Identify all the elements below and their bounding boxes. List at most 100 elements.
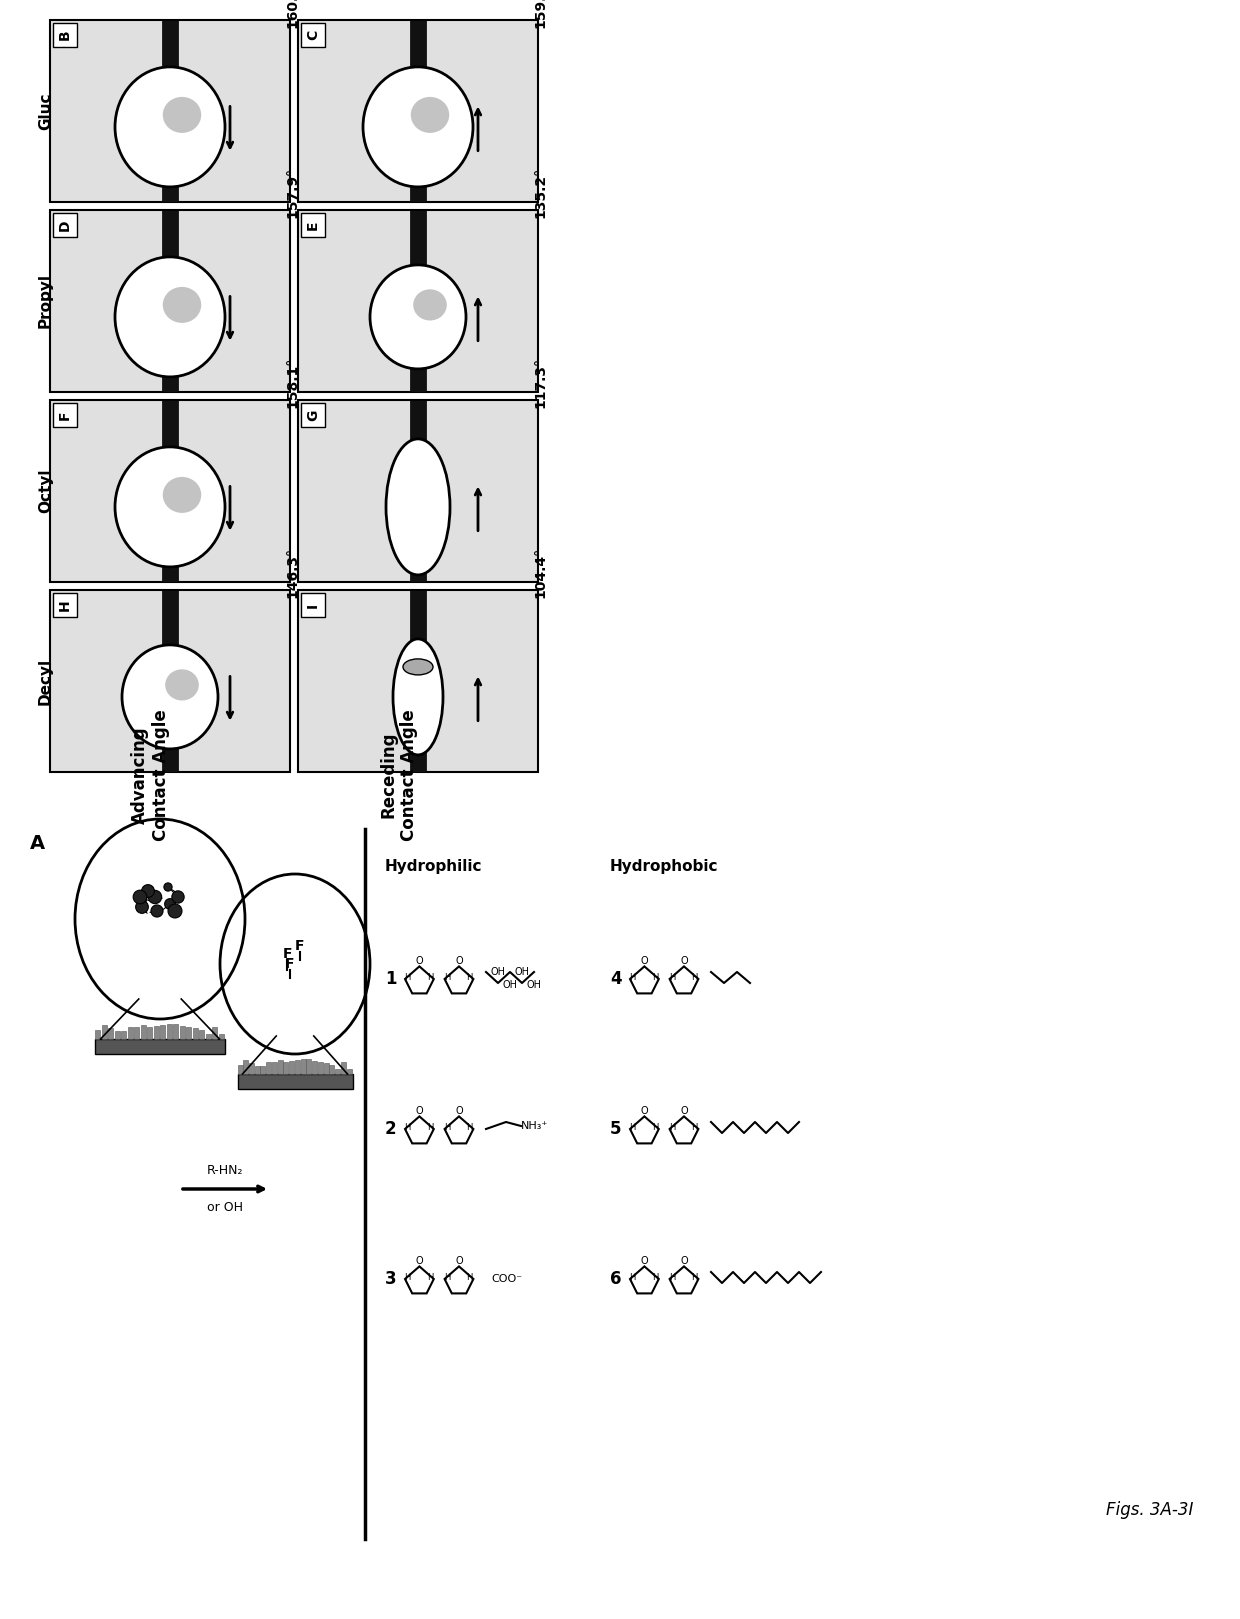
Text: 117.3°: 117.3° <box>533 358 547 408</box>
Bar <box>330 1065 335 1073</box>
Text: H: H <box>58 599 72 610</box>
Text: H: H <box>444 973 450 981</box>
Text: O: O <box>415 1255 423 1266</box>
Circle shape <box>135 900 149 913</box>
Text: H: H <box>466 1273 472 1282</box>
Bar <box>174 1023 179 1039</box>
Text: Hydrophobic: Hydrophobic <box>610 860 718 874</box>
Text: Receding
Contact Angle: Receding Contact Angle <box>379 709 418 840</box>
Text: H: H <box>466 973 472 981</box>
Polygon shape <box>410 19 427 202</box>
Circle shape <box>133 890 146 903</box>
Text: Hydrophilic: Hydrophilic <box>384 860 482 874</box>
Bar <box>278 1060 283 1073</box>
Polygon shape <box>53 214 77 236</box>
Polygon shape <box>410 400 427 581</box>
Text: O: O <box>641 1106 649 1115</box>
Polygon shape <box>301 23 325 47</box>
Bar <box>95 1030 100 1039</box>
Text: B: B <box>58 29 72 40</box>
Text: H: H <box>692 1122 698 1132</box>
Bar <box>260 1065 265 1073</box>
Ellipse shape <box>115 447 224 567</box>
Bar <box>128 1026 133 1039</box>
Ellipse shape <box>115 66 224 186</box>
Text: 4: 4 <box>610 970 621 988</box>
Bar <box>306 1059 311 1073</box>
Text: NH₃⁺: NH₃⁺ <box>521 1120 548 1132</box>
Bar <box>212 1026 217 1039</box>
Polygon shape <box>298 210 538 392</box>
Text: OH: OH <box>502 979 517 989</box>
Text: G: G <box>306 410 320 421</box>
Text: O: O <box>681 1255 688 1266</box>
Ellipse shape <box>162 478 201 513</box>
Ellipse shape <box>370 266 466 369</box>
Text: H: H <box>444 1273 450 1282</box>
Polygon shape <box>410 210 427 392</box>
Bar <box>267 1062 272 1073</box>
Bar <box>335 1069 340 1073</box>
Bar <box>148 1026 153 1039</box>
Polygon shape <box>410 589 427 772</box>
Text: 104.4°: 104.4° <box>533 547 547 597</box>
Bar <box>289 1060 294 1073</box>
Text: OH: OH <box>527 979 542 989</box>
Polygon shape <box>301 403 325 427</box>
Ellipse shape <box>162 287 201 322</box>
Bar <box>346 1069 351 1073</box>
Bar <box>154 1026 159 1039</box>
Text: A: A <box>30 834 45 853</box>
Polygon shape <box>162 589 179 772</box>
Bar <box>243 1060 248 1073</box>
Polygon shape <box>298 19 538 202</box>
Bar <box>295 1060 300 1073</box>
Text: 1: 1 <box>384 970 397 988</box>
Polygon shape <box>50 400 290 581</box>
Text: 158.1°: 158.1° <box>285 356 299 408</box>
Bar <box>238 1065 243 1073</box>
Text: 135.2°: 135.2° <box>533 167 547 219</box>
Text: Figs. 3A-3I: Figs. 3A-3I <box>1106 1501 1194 1519</box>
Text: H: H <box>630 1273 636 1282</box>
Circle shape <box>149 890 161 903</box>
Text: 159.5°: 159.5° <box>533 0 547 28</box>
Polygon shape <box>53 23 77 47</box>
Text: OH: OH <box>515 967 529 976</box>
Text: H: H <box>670 1273 676 1282</box>
Text: Decyl: Decyl <box>38 657 53 704</box>
Polygon shape <box>162 19 179 202</box>
Ellipse shape <box>393 640 443 754</box>
Text: Octyl: Octyl <box>38 470 53 513</box>
Polygon shape <box>50 210 290 392</box>
Text: H: H <box>652 973 658 981</box>
Text: O: O <box>681 955 688 965</box>
Text: H: H <box>404 1273 410 1282</box>
Text: Propyl: Propyl <box>38 274 53 329</box>
Text: 157.9°: 157.9° <box>285 167 299 219</box>
Text: OH: OH <box>491 967 506 976</box>
Bar <box>200 1030 205 1039</box>
Circle shape <box>165 899 175 910</box>
Bar <box>140 1025 145 1039</box>
Bar <box>180 1026 185 1039</box>
Polygon shape <box>53 403 77 427</box>
Polygon shape <box>298 589 538 772</box>
Text: 2: 2 <box>384 1120 397 1138</box>
Text: O: O <box>415 955 423 965</box>
Text: Advancing
Contact Angle: Advancing Contact Angle <box>131 709 170 840</box>
Ellipse shape <box>162 97 201 133</box>
Polygon shape <box>53 593 77 617</box>
Text: O: O <box>641 955 649 965</box>
Bar <box>102 1025 107 1039</box>
Polygon shape <box>50 19 290 202</box>
Text: H: H <box>427 1273 434 1282</box>
Circle shape <box>141 884 155 897</box>
Circle shape <box>172 890 185 903</box>
Bar <box>341 1062 346 1073</box>
Text: H: H <box>466 1122 472 1132</box>
Bar <box>134 1026 139 1039</box>
Text: H: H <box>670 973 676 981</box>
Text: H: H <box>427 1122 434 1132</box>
Text: O: O <box>641 1255 649 1266</box>
